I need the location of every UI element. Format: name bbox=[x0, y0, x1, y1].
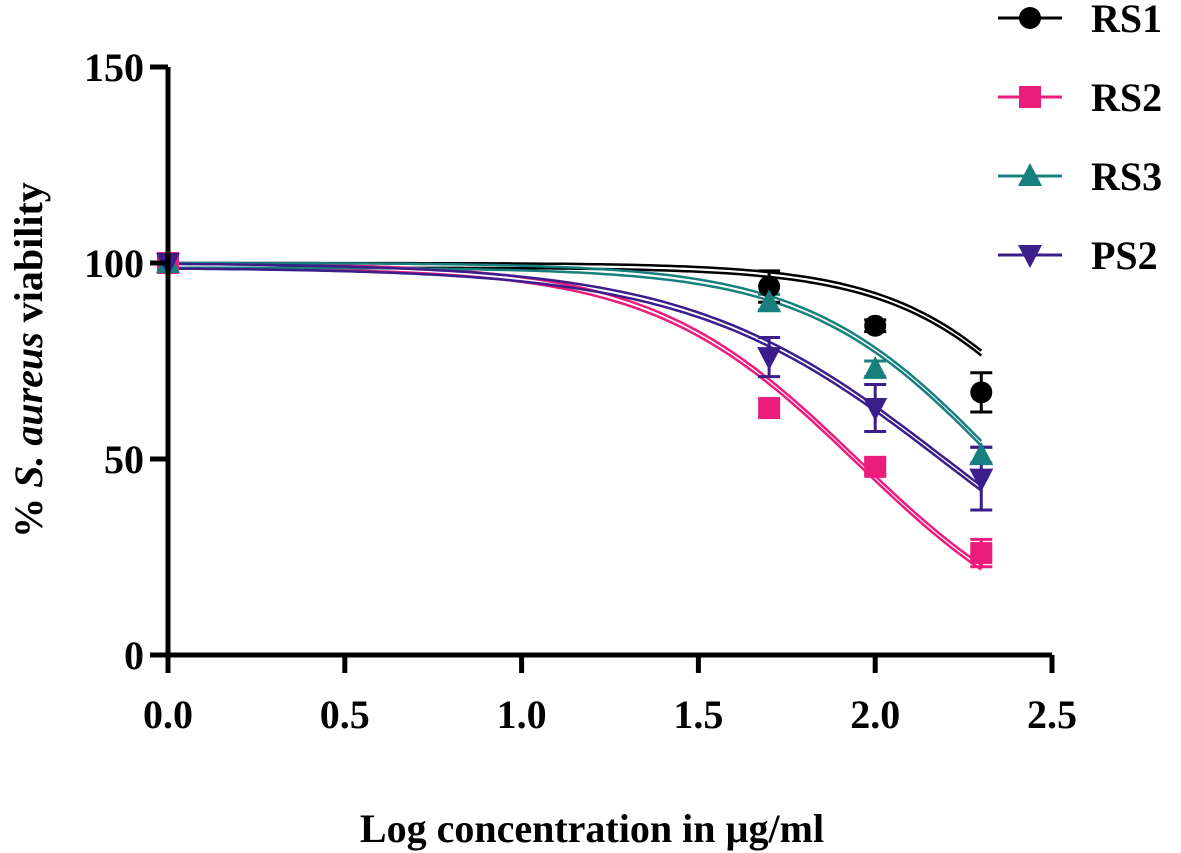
legend-item-rs3: RS3 bbox=[998, 154, 1162, 199]
legend-marker-rs2 bbox=[1019, 86, 1041, 108]
legend-marker-ps2 bbox=[1018, 245, 1042, 268]
rs3-point bbox=[757, 289, 782, 313]
legend-marker-rs1 bbox=[1019, 7, 1041, 29]
rs2-fit-curve bbox=[168, 262, 983, 566]
ps2-point bbox=[863, 398, 888, 422]
legend-marker-rs3 bbox=[1018, 163, 1042, 186]
x-tick-label: 0.5 bbox=[320, 692, 370, 737]
rs2-point bbox=[864, 455, 887, 478]
legend-label-ps2: PS2 bbox=[1091, 233, 1158, 278]
x-tick-label: 2.5 bbox=[1027, 692, 1077, 737]
x-tick-label: 1.0 bbox=[497, 692, 547, 737]
rs3-fit-curve bbox=[168, 261, 983, 442]
y-tick-label: 150 bbox=[84, 45, 144, 90]
rs2-fit-curve bbox=[168, 266, 983, 571]
rs1-point bbox=[758, 275, 781, 298]
y-tick-label: 0 bbox=[124, 633, 144, 678]
y-axis-title-species: S. aureus bbox=[6, 332, 51, 488]
ps2-point bbox=[969, 468, 994, 492]
x-tick-label: 2.0 bbox=[850, 692, 900, 737]
ps2-fit-curve bbox=[167, 267, 983, 492]
tick-labels: 0.0 0.5 1.0 1.5 2.0 2.5 0 50 100 150 bbox=[84, 45, 1077, 737]
fit-curves bbox=[167, 261, 983, 571]
legend-label-rs1: RS1 bbox=[1091, 0, 1162, 41]
rs3-point bbox=[863, 355, 888, 379]
rs2-point bbox=[970, 542, 993, 565]
legend-label-rs2: RS2 bbox=[1091, 75, 1162, 120]
legend-item-rs1: RS1 bbox=[998, 0, 1162, 41]
legend-label-rs3: RS3 bbox=[1091, 154, 1162, 199]
x-tick-label: 0.0 bbox=[143, 692, 193, 737]
y-tick-label: 100 bbox=[84, 241, 144, 286]
legend-item-rs2: RS2 bbox=[998, 75, 1162, 120]
rs1-point bbox=[970, 381, 993, 404]
y-axis-title-suffix: viability bbox=[6, 182, 51, 332]
data-markers bbox=[156, 250, 994, 565]
rs3-point bbox=[969, 442, 994, 466]
y-axis-title-prefix: % bbox=[6, 488, 51, 538]
x-axis-title: Log concentration in µg/ml bbox=[360, 806, 824, 851]
rs2-point bbox=[758, 397, 781, 420]
legend: RS1 RS2 RS3 PS2 bbox=[998, 0, 1162, 278]
legend-item-ps2: PS2 bbox=[998, 233, 1158, 278]
x-tick-label: 1.5 bbox=[673, 692, 723, 737]
rs3-fit-curve bbox=[168, 266, 983, 447]
rs1-point bbox=[864, 314, 887, 337]
y-axis-title: % S. aureus viability bbox=[6, 182, 51, 538]
ps2-fit-curve bbox=[168, 262, 983, 487]
axes bbox=[150, 64, 1055, 673]
ps2-point bbox=[757, 347, 782, 371]
y-tick-label: 50 bbox=[104, 437, 144, 482]
